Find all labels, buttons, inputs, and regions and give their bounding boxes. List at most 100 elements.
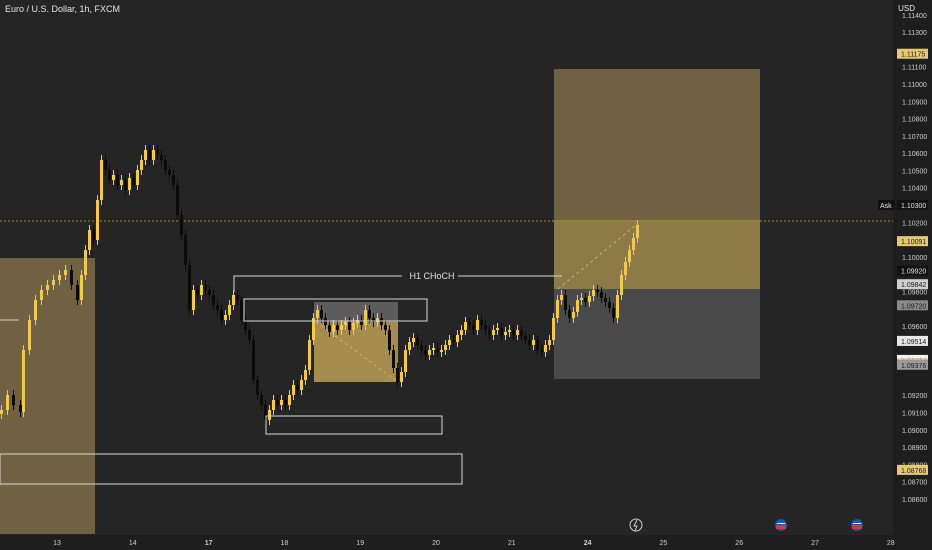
choch-label: H1 CHoCH xyxy=(409,271,454,281)
candle-body xyxy=(304,370,307,380)
candle-body xyxy=(80,275,83,300)
candle-body xyxy=(288,395,291,405)
candle-body xyxy=(196,290,199,295)
candle-body xyxy=(292,385,295,395)
candle-body xyxy=(228,305,231,315)
candle-body xyxy=(252,340,255,380)
candle-body xyxy=(248,330,251,340)
candle-body xyxy=(604,298,607,302)
candle-body xyxy=(472,325,475,330)
take-profit-zone-upper xyxy=(554,69,760,220)
candle-body xyxy=(180,215,183,235)
candle-body xyxy=(400,372,403,382)
candle-body xyxy=(136,170,139,185)
candle-body xyxy=(328,325,331,332)
overlay-layer: H1 CHoCH xyxy=(0,224,863,532)
candle-body xyxy=(540,350,543,352)
price-tick-label: 1.08600 xyxy=(902,497,927,504)
price-badge xyxy=(897,236,928,247)
price-tick-label: 1.11100 xyxy=(902,65,926,72)
candle-body xyxy=(280,400,283,405)
price-tick-label: 1.10900 xyxy=(902,99,927,106)
candle-body xyxy=(628,250,631,262)
candle-body xyxy=(532,340,535,345)
price-tick-label: 1.11000 xyxy=(902,82,927,89)
candle-body xyxy=(552,318,555,340)
reference-lines xyxy=(0,220,893,321)
candle-body xyxy=(560,295,563,300)
time-tick-label: 17 xyxy=(205,540,213,547)
liquidity-box-low xyxy=(265,415,443,435)
candle-body xyxy=(448,340,451,345)
candle-body xyxy=(588,296,591,302)
candle-body xyxy=(204,285,207,290)
candles-layer xyxy=(0,145,639,425)
candle-body xyxy=(428,350,431,355)
candle-body xyxy=(264,405,267,420)
price-tick-label: 1.09800 xyxy=(902,289,927,296)
candle-body xyxy=(440,350,443,352)
candle-body xyxy=(164,160,167,170)
candle-body xyxy=(364,310,367,325)
candle-body xyxy=(6,395,9,410)
candle-body xyxy=(584,298,587,302)
price-badge-label: 1.11175 xyxy=(901,52,925,59)
price-tick-label: 1.08700 xyxy=(902,480,927,487)
candle-body xyxy=(392,350,395,368)
time-tick-label: 18 xyxy=(281,540,289,547)
candle-body xyxy=(420,345,423,350)
candle-body xyxy=(132,178,135,185)
candle-body xyxy=(232,295,235,305)
price-tick-label: 1.08900 xyxy=(902,445,927,452)
time-tick-label: 28 xyxy=(887,540,895,547)
time-tick-label: 19 xyxy=(356,540,364,547)
choch-line-left xyxy=(233,275,402,292)
candle-body xyxy=(412,338,415,342)
candle-body xyxy=(176,185,179,215)
candle-body xyxy=(58,275,61,280)
candle-body xyxy=(148,150,151,160)
candle-body xyxy=(84,250,87,275)
candle-body xyxy=(528,340,531,345)
price-badge-label: 1.09376 xyxy=(901,363,926,370)
price-badge xyxy=(897,359,928,370)
candle-body xyxy=(596,290,599,292)
candle-body xyxy=(316,310,319,318)
price-badge xyxy=(897,279,928,290)
candle-body xyxy=(600,292,603,298)
candle-body xyxy=(624,262,627,275)
time-tick-label: 24 xyxy=(584,540,592,547)
candle-body xyxy=(556,300,559,318)
candle-body xyxy=(240,300,243,320)
candle-body xyxy=(468,322,471,325)
candle-body xyxy=(340,325,343,330)
price-tick-label: 1.09100 xyxy=(902,410,927,417)
price-tick-label: 1.11300 xyxy=(902,30,927,37)
candle-body xyxy=(524,336,527,340)
price-tick-label: 1.10700 xyxy=(902,134,927,141)
candle-body xyxy=(128,178,131,190)
candle-body xyxy=(352,323,355,330)
price-badge-label: 1.09920 xyxy=(901,269,926,276)
candle-body xyxy=(500,328,503,335)
candle-body xyxy=(52,280,55,285)
candle-body xyxy=(336,325,339,330)
candle-body xyxy=(46,285,49,290)
position-diagonal xyxy=(557,224,637,290)
candle-body xyxy=(616,295,619,318)
order-block-box xyxy=(243,298,428,322)
price-axis: 1.11400 1.11300 1.11100 1.11000 1.10900 1.108… xyxy=(878,0,932,535)
lightning-event-icon[interactable] xyxy=(629,518,643,532)
supply-zone-left xyxy=(0,258,95,534)
candle-body xyxy=(620,275,623,295)
candle-body xyxy=(244,320,247,330)
price-tick-label: 1.10500 xyxy=(902,168,927,175)
price-badge xyxy=(897,48,928,59)
candle-body xyxy=(312,318,315,340)
price-tick-label: 1.10800 xyxy=(902,117,927,124)
candle-body xyxy=(580,298,583,300)
time-axis-panel xyxy=(0,535,932,550)
price-badge-label: 1.09842 xyxy=(901,282,926,289)
candle-body xyxy=(200,285,203,295)
